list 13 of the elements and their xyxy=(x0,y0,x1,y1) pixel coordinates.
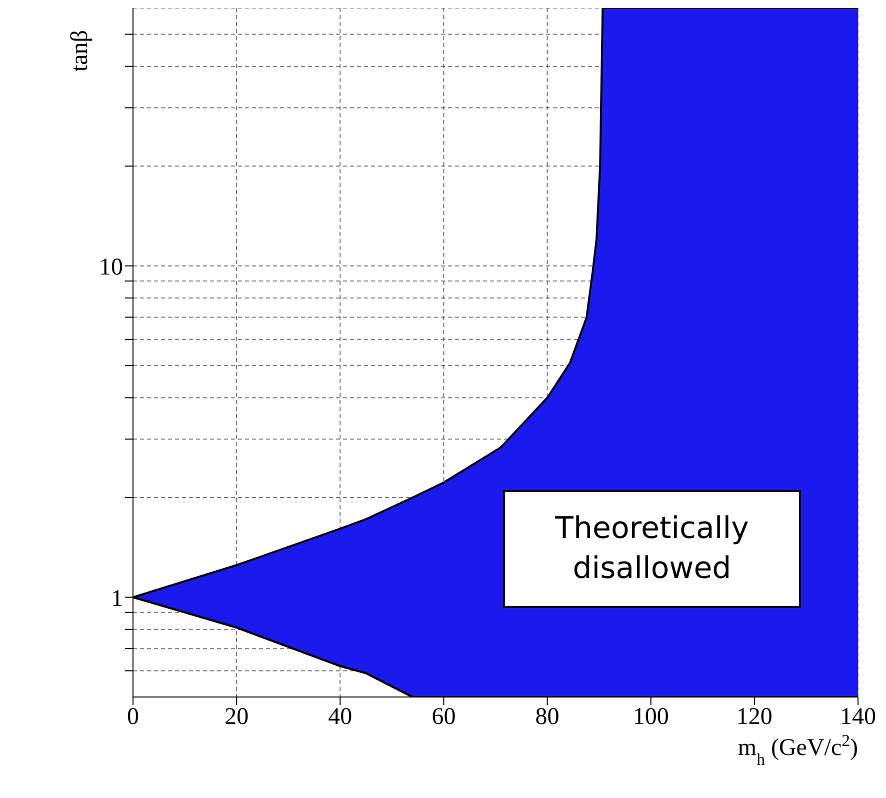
y-axis-title: tanβ xyxy=(67,30,93,72)
x-tick-label: 80 xyxy=(535,704,560,730)
x-tick-label: 60 xyxy=(432,704,456,730)
y-tick-label: 1 xyxy=(111,586,123,612)
x-tick-label: 140 xyxy=(840,704,876,730)
x-tick-label: 100 xyxy=(632,704,669,730)
text-box: Theoretically disallowed xyxy=(503,490,801,608)
y-tick-label: 10 xyxy=(99,254,123,280)
x-tick-label: 40 xyxy=(328,704,352,730)
x-tick-label: 20 xyxy=(224,704,249,730)
x-tick-label: 0 xyxy=(127,704,139,730)
x-axis-title: m$_{h}$ (GeV/c$^{2}$) xyxy=(738,730,858,768)
x-tick-label: 120 xyxy=(736,704,772,730)
